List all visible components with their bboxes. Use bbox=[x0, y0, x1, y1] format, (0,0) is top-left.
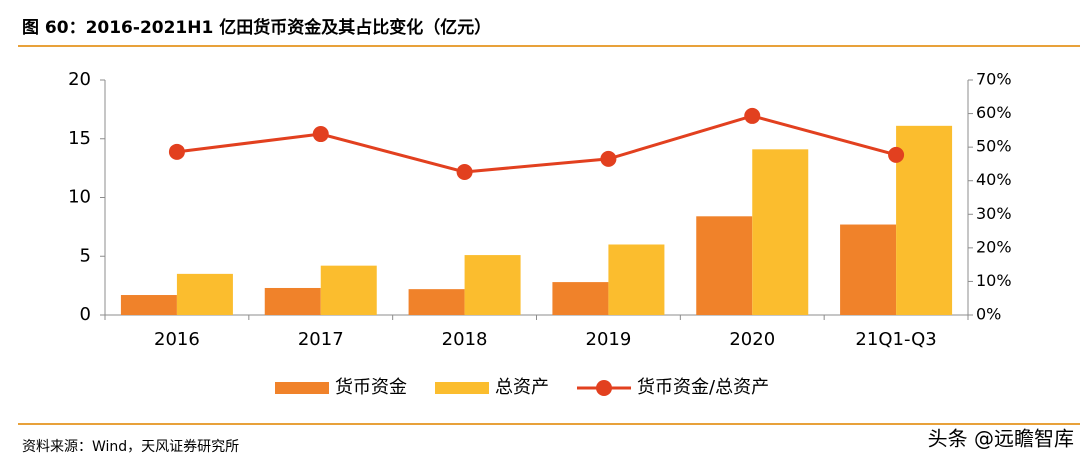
y2-tick-label: 60% bbox=[976, 103, 1012, 122]
line-point bbox=[456, 163, 473, 180]
figure-title: 图 60：2016-2021H1 亿田货币资金及其占比变化（亿元） bbox=[22, 17, 491, 38]
bar bbox=[752, 149, 809, 315]
x-tick-label: 2016 bbox=[154, 329, 200, 350]
legend-swatch bbox=[275, 382, 329, 394]
y2-tick-label: 50% bbox=[976, 137, 1012, 156]
y2-tick-label: 70% bbox=[976, 70, 1012, 89]
legend-marker bbox=[596, 380, 612, 396]
y2-tick-label: 0% bbox=[976, 305, 1001, 324]
source: 资料来源：Wind，天风证券研究所 bbox=[22, 439, 239, 455]
x-tick-label: 2019 bbox=[586, 329, 632, 350]
bar bbox=[696, 216, 753, 315]
y2-tick-label: 40% bbox=[976, 170, 1012, 189]
y-tick-label: 0 bbox=[80, 304, 91, 325]
y2-tick-label: 20% bbox=[976, 237, 1012, 256]
line-point bbox=[168, 143, 185, 160]
y-tick-label: 20 bbox=[68, 69, 91, 90]
bar bbox=[320, 265, 377, 315]
y2-tick-label: 10% bbox=[976, 271, 1012, 290]
bar bbox=[264, 287, 321, 315]
line-point bbox=[600, 150, 617, 167]
line-point bbox=[744, 107, 761, 124]
x-tick-label: 2018 bbox=[442, 329, 488, 350]
bar bbox=[408, 289, 465, 315]
legend-label: 总资产 bbox=[495, 377, 549, 398]
x-tick-label: 2020 bbox=[729, 329, 775, 350]
legend-swatch bbox=[435, 382, 489, 394]
bar bbox=[896, 125, 953, 315]
bar bbox=[176, 273, 233, 315]
bar bbox=[120, 295, 177, 315]
bar bbox=[464, 255, 521, 315]
y2-tick-label: 30% bbox=[976, 204, 1012, 223]
x-tick-label: 2017 bbox=[298, 329, 344, 350]
legend-label: 货币资金 bbox=[335, 377, 407, 398]
bar bbox=[552, 282, 609, 315]
x-tick-label: 21Q1-Q3 bbox=[855, 329, 936, 350]
y-tick-label: 5 bbox=[80, 245, 91, 266]
y-tick-label: 10 bbox=[68, 187, 91, 208]
watermark: 头条 @远瞻智库 bbox=[928, 427, 1074, 451]
bar bbox=[840, 224, 897, 315]
line-point bbox=[888, 146, 905, 163]
line-point bbox=[312, 126, 329, 143]
bar bbox=[608, 244, 665, 315]
legend-label: 货币资金/总资产 bbox=[637, 377, 769, 398]
y-tick-label: 15 bbox=[68, 128, 91, 149]
line bbox=[176, 114, 897, 174]
